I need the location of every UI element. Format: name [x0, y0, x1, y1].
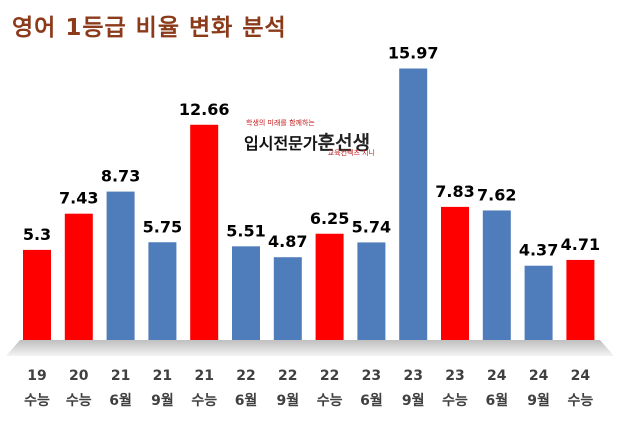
brand-logo: 학생의 미래를 함께하는 입시전문가훈선생 교육컨텍츠 지니	[240, 118, 375, 158]
data-label-12: 4.37	[519, 241, 558, 260]
x-tick-year-10: 23	[445, 368, 464, 384]
chart-title: 영어 1등급 비율 변화 분석	[12, 15, 287, 41]
x-tick-exam-12: 9월	[527, 392, 550, 409]
logo-main: 입시전문가훈선생	[244, 128, 370, 155]
x-tick-year-3: 21	[153, 368, 172, 384]
x-tick-year-7: 22	[320, 368, 339, 384]
x-tick-year-13: 24	[571, 368, 591, 384]
bar-2	[106, 191, 135, 340]
bar-11	[482, 210, 511, 340]
x-tick-exam-1: 수능	[66, 393, 92, 409]
x-tick-exam-3: 9월	[151, 392, 174, 409]
x-tick-year-4: 21	[194, 368, 213, 384]
bar-5	[232, 246, 260, 340]
bar-4	[190, 124, 219, 340]
logo-main-text: 입시전문가	[244, 134, 318, 153]
data-label-11: 7.62	[477, 185, 516, 204]
x-tick-year-6: 22	[278, 368, 297, 384]
data-label-10: 7.83	[435, 182, 474, 201]
x-tick-year-12: 24	[529, 368, 549, 384]
data-label-3: 5.75	[143, 217, 182, 236]
data-label-8: 5.74	[352, 217, 391, 236]
x-tick-exam-5: 6월	[235, 392, 258, 409]
x-tick-year-0: 19	[27, 368, 46, 384]
logo-brand: 훈선생	[317, 132, 371, 154]
logo-subtext: 교육컨텍츠 지니	[327, 149, 375, 157]
x-tick-exam-4: 수능	[191, 393, 217, 409]
bar-8	[357, 242, 386, 340]
x-tick-year-1: 20	[69, 368, 89, 384]
bar-6	[273, 257, 302, 340]
x-tick-exam-9: 9월	[402, 392, 425, 409]
bar-3	[148, 242, 177, 340]
x-tick-exam-13: 수능	[568, 393, 594, 409]
bar-1	[64, 213, 93, 340]
bar-10	[441, 206, 469, 340]
x-tick-year-9: 23	[403, 368, 422, 384]
data-label-0: 5.3	[23, 225, 51, 244]
x-tick-exam-2: 6월	[109, 392, 132, 409]
x-tick-year-8: 23	[362, 368, 381, 384]
x-tick-exam-11: 6월	[485, 392, 508, 409]
x-tick-exam-6: 9월	[276, 392, 299, 409]
x-tick-exam-7: 수능	[317, 393, 343, 409]
logo-tagline: 학생의 미래를 함께하는	[246, 119, 315, 127]
data-label-13: 4.71	[561, 235, 600, 254]
bar-12	[524, 265, 553, 340]
x-tick-year-2: 21	[111, 368, 130, 384]
x-tick-year-5: 22	[236, 368, 255, 384]
data-label-9: 15.97	[388, 44, 439, 63]
data-label-4: 12.66	[179, 100, 230, 119]
data-label-6: 4.87	[268, 232, 307, 251]
x-tick-exam-10: 수능	[442, 393, 468, 409]
data-label-5: 5.51	[226, 221, 265, 240]
data-label-7: 6.25	[310, 209, 349, 228]
x-tick-year-11: 24	[487, 368, 507, 384]
bar-7	[315, 233, 344, 340]
chart-floor	[6, 340, 614, 356]
bar-0	[23, 249, 51, 340]
data-label-2: 8.73	[101, 167, 140, 186]
data-label-1: 7.43	[59, 189, 98, 208]
bar-9	[399, 68, 428, 340]
bar-13	[566, 259, 595, 340]
x-tick-exam-8: 6월	[360, 392, 383, 409]
x-tick-exam-0: 수능	[24, 393, 50, 409]
